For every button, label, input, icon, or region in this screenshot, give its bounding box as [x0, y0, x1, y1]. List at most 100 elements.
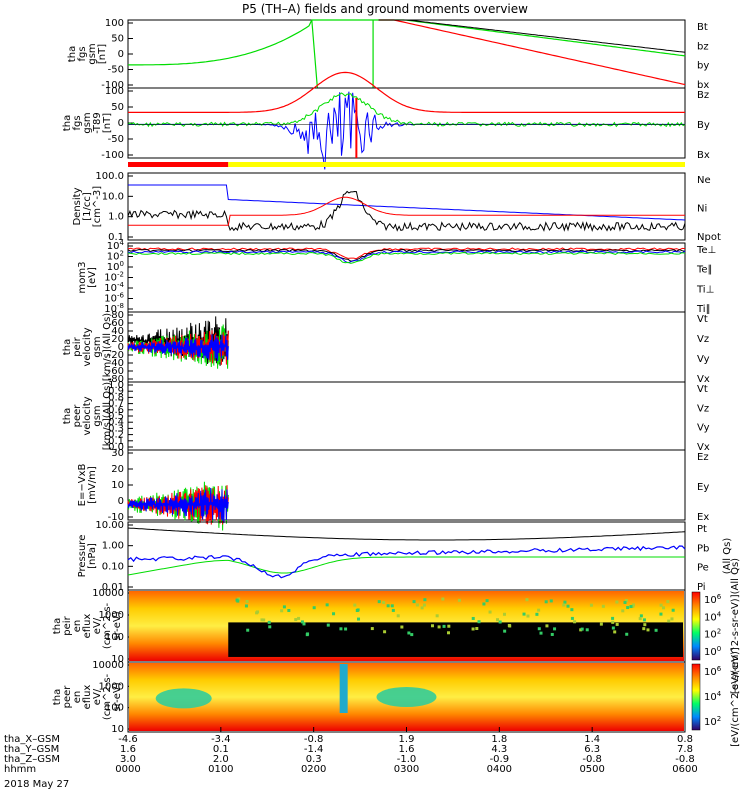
legend-Vx: Vx	[697, 442, 710, 453]
legend-Vt: Vt	[697, 314, 708, 325]
y-tick-label: 10.0	[102, 191, 124, 202]
y-tick-label: 50	[111, 34, 124, 45]
panel-9: 10000 1000 100 10 thapeirenefluxeV/(cm^2-s-s…	[52, 558, 741, 694]
panel-frame	[127, 381, 686, 451]
colorbar-tick: 106	[704, 665, 722, 678]
xaxis-value: 1.4	[584, 734, 600, 745]
y-tick-label: 10-8	[104, 302, 124, 315]
legend-Pi: Pi	[697, 582, 706, 593]
colorbar-label: [eV/(cm^2-s-sr-eV)]	[730, 647, 741, 747]
xaxis-value: -1.0	[397, 754, 417, 765]
temp-trace	[127, 251, 686, 264]
y-tick-label: 100	[105, 86, 124, 97]
y-tick-label: 0.0	[108, 442, 124, 453]
y-tick-label: 10	[111, 480, 124, 491]
bz-trace	[128, 71, 685, 113]
y-tick-label: 20	[111, 334, 124, 345]
y-axis-label: thapeirenefluxeV/(cm^2-s-sr-eV)	[52, 602, 123, 649]
xaxis-value: 0400	[487, 764, 512, 775]
y-tick-label: 10	[111, 654, 124, 665]
legend-Vz: Vz	[697, 334, 709, 345]
xaxis-value: -3.4	[211, 734, 231, 745]
legend-By: By	[697, 120, 710, 131]
y-tick-label: 0.1	[108, 232, 124, 243]
y-tick-label: 60	[111, 318, 124, 329]
panel-5: 806040200-20-40-60-80thapeirvelocitygsm[…	[62, 310, 710, 385]
xaxis-value: 1.9	[399, 734, 415, 745]
y-tick-label: 80	[111, 310, 124, 321]
y-tick-label: 10-2	[104, 271, 124, 284]
ne-trace	[128, 196, 685, 226]
y-tick-label: 10-6	[104, 292, 124, 305]
legend-Vy: Vy	[697, 354, 710, 365]
velocity-trace	[127, 487, 229, 524]
y-tick-label: 100	[105, 703, 124, 714]
xaxis-value: 4.3	[491, 744, 507, 755]
y-tick-label: 100	[105, 18, 124, 29]
y-tick-label: 1.0	[108, 212, 124, 223]
y-tick-label: 0	[118, 118, 124, 129]
legend-Bt: Bt	[697, 22, 708, 33]
pt-trace	[127, 527, 686, 541]
by-trace	[127, 92, 686, 128]
legend-Bx: Bx	[697, 150, 710, 161]
y-tick-label: -20	[108, 350, 124, 361]
y-tick-label: -60	[108, 366, 124, 377]
y-axis-label: thapeerenefluxeV/(cm^2-s-sr-eV)	[52, 673, 123, 720]
panel-1: 100 50 0 -50 -100 thafgsgsm[nT] Bt bz by bx	[67, 18, 709, 91]
xaxis-value: 2.0	[213, 754, 229, 765]
colorbar-tick: 104	[704, 690, 722, 703]
legend-Ne: Ne	[697, 175, 711, 186]
xaxis-value: 3.0	[120, 754, 136, 765]
y-tick-label: 100	[107, 260, 124, 273]
y-axis-label: thapeirvelocitygsm[km/s](All Qs)	[62, 313, 113, 381]
xaxis-value: 0.3	[306, 754, 322, 765]
xaxis-value: 6.3	[584, 744, 600, 755]
xaxis-value: 0100	[208, 764, 233, 775]
colorbar-tick: 106	[704, 593, 722, 606]
legend-Vt: Vt	[697, 384, 708, 395]
y-tick-label: -50	[108, 134, 124, 145]
y-tick-label: -100	[101, 150, 124, 161]
xaxis-value: 0000	[115, 764, 140, 775]
xaxis-value: 1.6	[399, 744, 415, 755]
y-axis-label: thapeervelocitygsm[km/s](All Qs)	[62, 382, 113, 450]
spectrogram-gap	[228, 622, 683, 657]
y-tick-label: 0.5	[108, 411, 124, 422]
y-axis-label: mom3[eV]	[77, 262, 98, 294]
legend-Ey: Ey	[697, 482, 709, 493]
y-tick-label: 1.0	[108, 380, 124, 391]
panel-10: 10000 1000 100 10 thapeerenefluxeV/(cm^2-s-s…	[52, 647, 741, 747]
legend-Ni: Ni	[697, 204, 707, 215]
y-tick-label: 20	[111, 464, 124, 475]
y-tick-label: 1000	[99, 681, 124, 692]
panel-frame	[127, 19, 686, 89]
legend-Te∥: Te∥	[696, 265, 713, 276]
bz-trace	[378, 19, 686, 86]
y-tick-label: 0.9	[108, 386, 124, 397]
temp-trace	[127, 248, 686, 262]
y-tick-label: 1.00	[102, 541, 124, 552]
panel-8: 10.00 1.00 0.10 0.01 Pressure[nPa] Pt Pb Pe Pi (A…	[77, 520, 733, 593]
xaxis-value: 1.6	[120, 744, 136, 755]
xaxis-value: 0500	[579, 764, 604, 775]
colorbar: 106 104 102 100 [eV/(cm^2-s-sr-eV)](All Qs)	[691, 558, 741, 694]
status-bar-red	[128, 162, 229, 167]
y-tick-label: 10.00	[95, 520, 124, 531]
temp-trace	[127, 247, 686, 260]
y-tick-label: 0.1	[108, 436, 124, 447]
y-tick-label: 0.4	[108, 417, 124, 428]
xaxis-value: 0300	[394, 764, 419, 775]
right-label: (All Qs)	[722, 538, 733, 575]
colorbar-tick: 102	[704, 715, 721, 728]
y-tick-label: 50	[111, 102, 124, 113]
y-tick-label: 1000	[99, 610, 124, 621]
xaxis-row-label: tha_Z–GSM	[4, 754, 60, 765]
bt-trace	[378, 19, 686, 53]
y-tick-label: 0.3	[108, 423, 124, 434]
xaxis-value: 7.8	[677, 744, 693, 755]
y-tick-label: -50	[108, 65, 124, 76]
y-tick-label: 0	[118, 496, 124, 507]
y-tick-label: 40	[111, 326, 124, 337]
legend-Pe: Pe	[697, 563, 709, 574]
